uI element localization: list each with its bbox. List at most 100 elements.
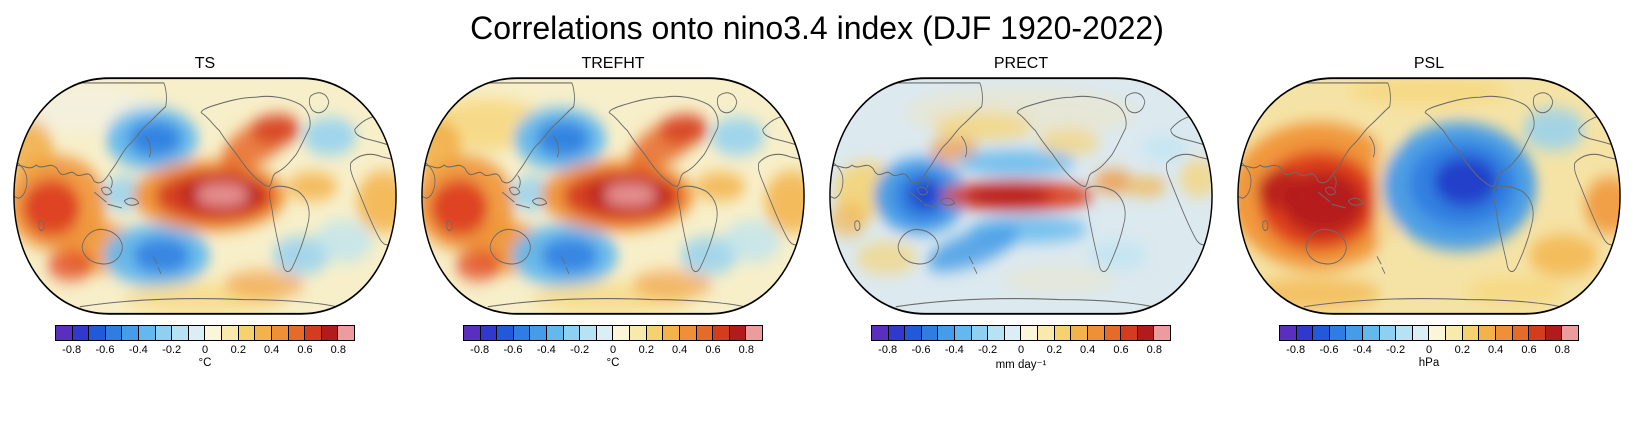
correlation-blob xyxy=(695,172,746,201)
colorbar-tick-label: 0.4 xyxy=(1080,344,1096,356)
correlation-blob xyxy=(47,249,94,281)
colorbar: -0.8 -0.6 -0.4 -0.2 0 0.2 0.4 0.6 0.8 xyxy=(463,325,763,357)
colorbar-tick-label: -0.6 xyxy=(1319,344,1339,356)
colorbar-segment xyxy=(938,326,956,340)
coastline xyxy=(1574,153,1621,246)
coastline xyxy=(1305,228,1347,265)
correlation-field xyxy=(829,86,1213,294)
colorbar-segment xyxy=(921,326,939,340)
coastline xyxy=(1424,95,1535,188)
coastline xyxy=(13,122,27,137)
correlation-blob xyxy=(1086,241,1148,270)
colorbar-tick-label: -0.4 xyxy=(1352,344,1372,356)
correlation-blob xyxy=(22,179,81,237)
panel-title: TS xyxy=(194,55,216,72)
correlation-blob xyxy=(1038,129,1100,156)
colorbar-wrap: -0.8 -0.6 -0.4 -0.2 0 0.2 0.4 0.6 0.8 mm day⁻¹ xyxy=(871,325,1171,371)
colorbar-tick-label: -0.4 xyxy=(536,344,556,356)
coastline xyxy=(1262,220,1269,232)
colorbar-segment xyxy=(955,326,972,340)
colorbar-tick-label: -0.2 xyxy=(1386,344,1406,356)
colorbar-units: hPa xyxy=(1418,357,1440,369)
colorbar-segment xyxy=(255,326,272,340)
correlation-blob xyxy=(829,203,868,237)
colorbar-tick-label: 0.2 xyxy=(1454,344,1470,356)
correlation-blob xyxy=(1283,171,1364,236)
correlation-blob xyxy=(251,115,301,144)
coastline xyxy=(677,185,718,273)
colorbar-segment xyxy=(580,326,597,340)
panel-title: TREFHT xyxy=(581,55,645,72)
colorbar-gradient xyxy=(55,325,355,341)
panel-psl: PSL -0.8 -0.6 -0.4 -0.2 0 0.2 0.4 0.6 0.8 hPa xyxy=(1233,55,1625,371)
colorbar-segment xyxy=(1054,326,1072,340)
colorbar-segment xyxy=(1346,326,1364,340)
colorbar: -0.8 -0.6 -0.4 -0.2 0 0.2 0.4 0.6 0.8 xyxy=(55,325,355,357)
colorbar-segment xyxy=(1495,326,1513,340)
colorbar-segment xyxy=(1071,326,1088,340)
colorbar-segment xyxy=(188,326,206,340)
colorbar-segment xyxy=(480,326,498,340)
coastline xyxy=(1085,185,1126,273)
correlation-blob xyxy=(541,237,599,274)
map-canvas xyxy=(421,77,805,315)
correlation-blob xyxy=(287,172,338,201)
colorbar-segment xyxy=(1313,326,1330,340)
coastline xyxy=(829,122,843,137)
colorbar-segment xyxy=(1280,326,1297,340)
colorbar-segment xyxy=(905,326,922,340)
correlation-blob xyxy=(13,119,54,173)
colorbar-segment xyxy=(238,326,256,340)
colorbar-segment xyxy=(56,326,73,340)
colorbar-segment xyxy=(663,326,680,340)
coastline xyxy=(1324,186,1337,196)
coastline xyxy=(531,197,548,206)
colorbar-segment xyxy=(1446,326,1463,340)
map-outline xyxy=(421,77,805,315)
colorbar-wrap: -0.8 -0.6 -0.4 -0.2 0 0.2 0.4 0.6 0.8 hPa xyxy=(1279,325,1579,369)
colorbar-units: mm day⁻¹ xyxy=(995,359,1047,371)
map-canvas xyxy=(13,77,397,315)
colorbar-segment xyxy=(596,326,614,340)
correlation-blob xyxy=(710,117,765,156)
colorbar-units: °C xyxy=(606,357,620,369)
colorbar-segment xyxy=(1154,326,1170,340)
coastline xyxy=(553,135,560,158)
correlation-blob xyxy=(680,236,738,275)
colorbar-ticks: -0.8 -0.6 -0.4 -0.2 0 0.2 0.4 0.6 0.8 xyxy=(463,341,763,357)
colorbar-tick-label: 0.4 xyxy=(264,344,280,356)
coastline xyxy=(421,122,435,137)
map-canvas xyxy=(1237,77,1621,315)
colorbar-segment xyxy=(1462,326,1480,340)
coastline xyxy=(38,220,45,232)
colorbar-tick-label: 0.8 xyxy=(330,344,346,356)
coastline xyxy=(1016,95,1127,188)
coastline xyxy=(200,95,311,188)
colorbar-tick-label: 0.2 xyxy=(1046,344,1062,356)
colorbar-segment xyxy=(1379,326,1397,340)
colorbar-segment xyxy=(888,326,906,340)
correlation-blob xyxy=(659,115,709,144)
colorbar-tick-label: 0.8 xyxy=(738,344,754,356)
map-svg xyxy=(421,77,805,315)
correlation-blob xyxy=(963,185,1052,207)
colorbar-segment xyxy=(1545,326,1563,340)
coastline xyxy=(421,82,575,184)
colorbar-tick-label: 0.6 xyxy=(297,344,313,356)
colorbar-segment xyxy=(1296,326,1314,340)
coastline xyxy=(350,153,397,246)
colorbar-tick-label: 0.4 xyxy=(672,344,688,356)
map-outline xyxy=(829,77,1213,315)
colorbar-segment xyxy=(713,326,730,340)
correlation-blob xyxy=(1584,176,1621,235)
colorbar-tick-label: -0.2 xyxy=(570,344,590,356)
colorbar-segment xyxy=(497,326,514,340)
colorbar-tick-label: -0.8 xyxy=(62,344,82,356)
colorbar-segment xyxy=(971,326,989,340)
correlation-blob xyxy=(272,236,330,275)
coastline xyxy=(13,159,28,199)
colorbar-segment xyxy=(338,326,354,340)
coastline xyxy=(895,298,1162,310)
coastline xyxy=(968,256,978,274)
colorbar-segment xyxy=(1396,326,1413,340)
